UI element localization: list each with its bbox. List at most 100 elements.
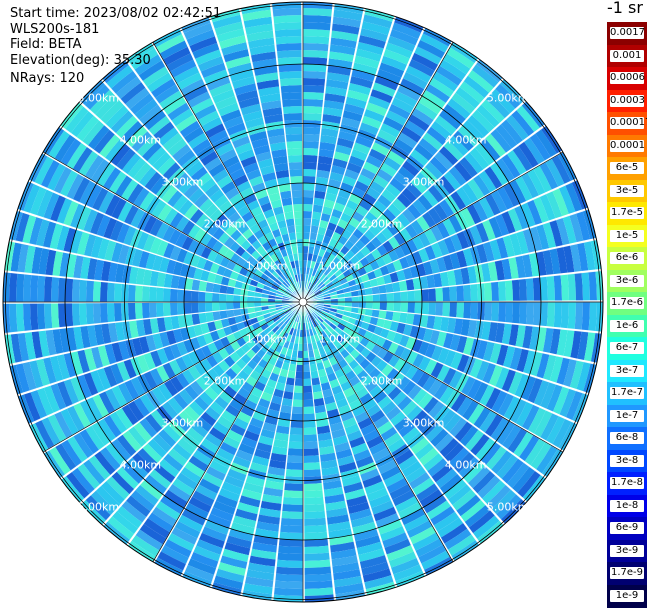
ppi-cell: [143, 215, 158, 234]
ppi-cell: [422, 132, 443, 151]
ppi-cell: [344, 488, 366, 501]
ppi-cell: [344, 306, 352, 312]
ppi-cell: [230, 229, 242, 242]
ppi-cell: [270, 333, 279, 342]
ppi-cell: [144, 474, 168, 495]
ppi-cell: [243, 193, 257, 206]
ppi-cell: [65, 303, 74, 327]
ppi-cell: [276, 290, 284, 296]
ppi-cell: [396, 269, 406, 282]
ppi-cell: [588, 271, 597, 301]
range-ring-label: 5.00km: [78, 501, 120, 514]
ppi-cell: [242, 589, 273, 601]
ppi-cell: [495, 124, 518, 149]
ppi-cell: [162, 225, 176, 243]
ppi-cell: [220, 276, 230, 286]
ppi-cell: [342, 206, 355, 217]
ppi-cell: [58, 303, 67, 328]
ppi-cell: [233, 295, 241, 302]
ppi-cell: [87, 125, 110, 150]
ppi-cell: [519, 435, 540, 462]
range-ring-label: 4.00km: [445, 133, 487, 146]
ppi-cell: [139, 104, 162, 126]
ppi-cell: [249, 462, 269, 474]
ppi-cell: [132, 337, 144, 357]
ppi-cell: [497, 393, 515, 417]
ppi-cell: [282, 324, 289, 333]
ppi-cell: [303, 2, 333, 10]
ppi-cell: [372, 302, 380, 310]
ppi-cell: [560, 302, 569, 329]
ppi-cell: [361, 561, 390, 576]
ppi-cell: [486, 446, 507, 470]
ppi-cell: [206, 76, 231, 91]
ppi-cell: [581, 272, 590, 301]
ppi-cell: [374, 75, 399, 91]
ppi-cell: [107, 282, 115, 302]
ppi-cell: [214, 194, 229, 209]
ppi-cell: [276, 559, 303, 568]
ppi-cell: [170, 343, 182, 359]
ppi-cell: [322, 235, 332, 245]
ppi-cell: [373, 218, 386, 232]
ppi-cell: [325, 316, 334, 323]
ppi-cell: [423, 396, 439, 414]
ppi-cell: [189, 36, 218, 53]
ppi-cell: [72, 279, 81, 302]
ppi-cell: [574, 302, 583, 330]
ppi-cell: [471, 64, 499, 88]
ppi-cell: [337, 188, 351, 200]
ppi-cell: [453, 161, 473, 182]
ppi-cell: [220, 318, 230, 328]
ppi-cell: [515, 324, 526, 348]
ppi-cell: [233, 83, 257, 96]
ppi-cell: [556, 357, 571, 385]
ppi-cell: [264, 281, 273, 288]
ppi-cell: [310, 313, 316, 321]
ppi-cell: [81, 500, 107, 525]
ppi-cell: [80, 80, 105, 106]
ppi-cell: [473, 381, 489, 403]
ppi-cell: [346, 392, 359, 405]
ppi-cell: [407, 203, 422, 220]
ppi-cell: [136, 354, 150, 374]
colorbar-tick-label: 0.0006: [610, 72, 645, 85]
ppi-cell: [229, 168, 246, 181]
ppi-cell: [433, 315, 443, 331]
ppi-cell: [415, 442, 435, 460]
ppi-cell: [225, 55, 251, 69]
ppi-cell: [248, 131, 268, 143]
ppi-cell: [263, 313, 272, 320]
ppi-cell: [348, 193, 362, 205]
ppi-cell: [223, 115, 244, 130]
ppi-cell: [370, 88, 393, 104]
ppi-cell: [470, 433, 490, 456]
ppi-cell: [223, 385, 238, 399]
ppi-cell: [323, 100, 345, 111]
ppi-cell: [472, 200, 488, 222]
ppi-cell: [218, 562, 247, 576]
ppi-cell: [288, 327, 295, 336]
ppi-cell: [226, 302, 234, 311]
ppi-cell: [364, 574, 394, 590]
ppi-cell: [90, 159, 110, 183]
ppi-cell: [246, 423, 262, 436]
ppi-cell: [286, 348, 293, 357]
ppi-cell: [439, 59, 467, 81]
ppi-cell: [334, 225, 345, 236]
ppi-cell: [313, 190, 326, 200]
ppi-cell: [257, 219, 269, 230]
ppi-cell: [230, 363, 243, 375]
ppi-cell: [303, 455, 320, 463]
ppi-cell: [125, 87, 150, 110]
ppi-cell: [391, 22, 421, 40]
ppi-cell: [213, 253, 224, 265]
ppi-cell: [339, 330, 349, 340]
ppi-cell: [401, 187, 417, 203]
ppi-cell: [369, 493, 392, 508]
ppi-cell: [177, 72, 203, 90]
ppi-cell: [508, 323, 519, 346]
ppi-cell: [506, 149, 527, 175]
ppi-cell: [392, 332, 403, 345]
ppi-cell: [200, 322, 210, 335]
